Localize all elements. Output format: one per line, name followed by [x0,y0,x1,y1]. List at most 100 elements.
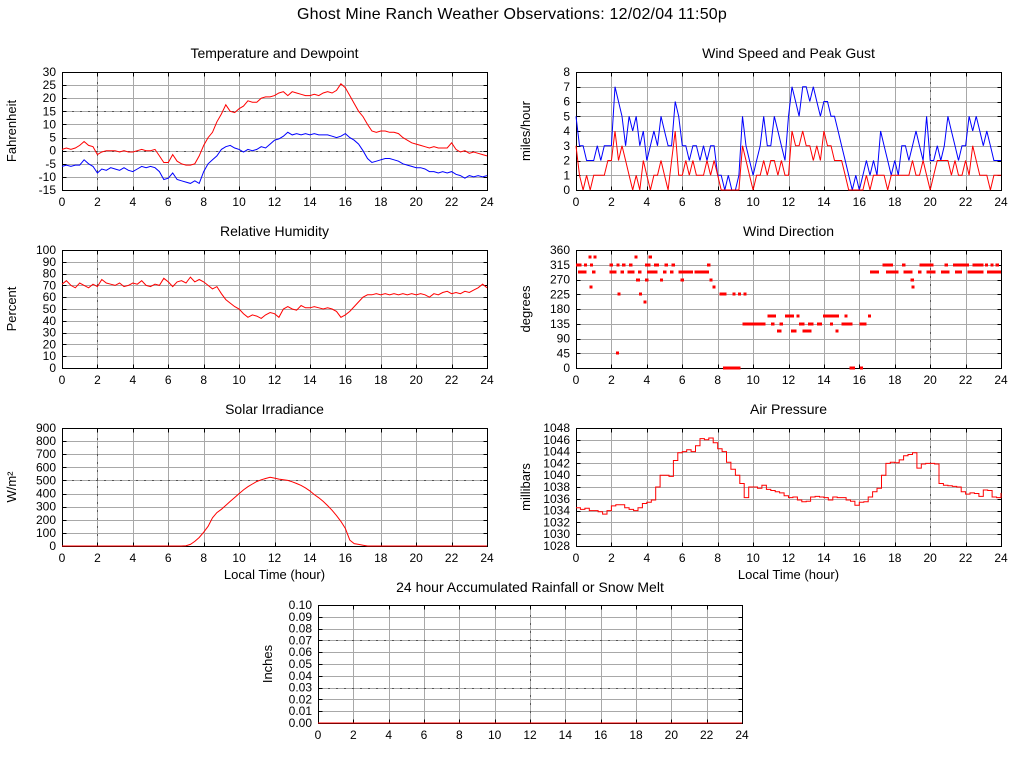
x-tick-label: 2 [608,195,615,209]
series-line-relative-humidity [61,276,488,319]
y-tick-label: 1042 [543,456,570,470]
chart-title: Wind Speed and Peak Gust [702,45,875,61]
y-tick-label: 3 [563,139,570,153]
x-tick-label: 12 [268,551,282,565]
x-tick-label: 16 [853,195,867,209]
x-tick-label: 6 [165,373,172,387]
x-tick-label: 18 [888,373,902,387]
x-tick-label: 14 [817,551,831,565]
x-tick-label: 16 [594,728,608,742]
y-tick-label: 45 [557,346,571,360]
x-tick-label: 2 [608,551,615,565]
y-tick-label: 0.04 [289,669,313,683]
y-tick-label: 135 [550,317,570,331]
x-tick-label: 0 [573,551,580,565]
y-tick-label: -15 [39,183,57,197]
x-tick-label: 24 [994,373,1008,387]
y-tick-label: 6 [563,95,570,109]
series-line-wind-speed [575,130,1001,191]
y-tick-label: 60 [43,290,57,304]
y-tick-label: 8 [563,65,570,79]
x-tick-label: 4 [643,195,650,209]
x-tick-label: 6 [679,551,686,565]
y-tick-label: 0.07 [289,633,313,647]
y-tick-label: 1046 [543,433,570,447]
x-tick-label: 14 [817,373,831,387]
x-tick-label: 2 [608,373,615,387]
x-tick-label: 18 [888,195,902,209]
y-tick-label: 0.00 [289,716,313,730]
x-tick-label: 10 [746,551,760,565]
x-tick-label: 10 [488,728,502,742]
chart-svg-pressure: 0 2 4 6 8 10 12 14 16 18 20 22 241028103010321034103… [518,401,1008,582]
y-tick-label: 20 [43,337,57,351]
y-tick-label: 500 [36,473,56,487]
chart-title: Wind Direction [743,223,834,239]
x-tick-label: 10 [232,373,246,387]
chart-svg-humidity: 0 2 4 6 8 10 12 14 16 18 20 22 240102030405060708090… [4,223,494,387]
x-axis-label: Local Time (hour) [224,567,325,582]
chart-relative-humidity: 0 2 4 6 8 10 12 14 16 18 20 22 24 0 10 20 30 40 50 60 70 80 90… [0,218,510,388]
y-tick-label: 360 [550,243,570,257]
x-tick-label: 20 [409,195,423,209]
x-tick-label: 14 [303,551,317,565]
y-tick-label: 5 [563,109,570,123]
y-tick-label: 30 [43,65,57,79]
x-tick-label: 2 [94,373,101,387]
x-tick-label: 4 [643,373,650,387]
y-tick-label: 700 [36,447,56,461]
x-tick-label: 22 [445,195,459,209]
x-tick-label: 12 [523,728,537,742]
y-tick-label: 25 [43,78,57,92]
x-tick-label: 24 [480,373,494,387]
y-tick-label: 200 [36,513,56,527]
y-tick-label: 270 [550,273,570,287]
x-tick-label: 4 [385,728,392,742]
y-axis-label: W/m² [4,471,19,503]
x-tick-label: 6 [421,728,428,742]
y-tick-label: 0 [563,361,570,375]
y-tick-label: 315 [550,258,570,272]
chart-title: Relative Humidity [220,223,329,239]
x-tick-label: 2 [94,551,101,565]
x-tick-label: 16 [339,373,353,387]
x-tick-label: 22 [959,373,973,387]
x-tick-label: 22 [700,728,714,742]
x-tick-label: 18 [888,551,902,565]
chart-svg-rainfall: 0 2 4 6 8 10 12 14 16 18 20 22 240.000.010.020.030.0… [260,579,749,742]
y-tick-label: 5 [49,131,56,145]
x-tick-label: 4 [129,373,136,387]
y-axis-label: millibars [518,463,533,511]
y-tick-label: 1036 [543,492,570,506]
y-tick-label: 0.10 [289,598,313,612]
x-tick-label: 18 [374,373,388,387]
page-title: Ghost Mine Ranch Weather Observations: 1… [296,6,727,23]
y-tick-label: 90 [43,255,57,269]
x-tick-label: 16 [339,195,353,209]
x-tick-label: 22 [445,373,459,387]
x-tick-label: 12 [268,195,282,209]
x-tick-label: 8 [200,373,207,387]
chart-solar-irradiance: 0 2 4 6 8 10 12 14 16 18 20 22 24 0 100 200 300 400 500 600… [0,396,510,584]
x-tick-label: 8 [714,373,721,387]
y-tick-label: 0.06 [289,645,313,659]
chart-title: Temperature and Dewpoint [190,45,358,61]
y-axis-label: degrees [518,285,533,332]
y-axis-label: Percent [4,286,19,331]
x-tick-label: 20 [665,728,679,742]
y-tick-label: 10 [43,117,57,131]
x-tick-label: 14 [559,728,573,742]
y-tick-label: 80 [43,267,57,281]
x-tick-label: 22 [959,195,973,209]
x-tick-label: 8 [714,551,721,565]
y-tick-label: 1038 [543,480,570,494]
y-tick-label: 15 [43,104,57,118]
x-tick-label: 0 [315,728,322,742]
chart-title: Solar Irradiance [225,401,324,417]
chart-title: Air Pressure [750,401,827,417]
y-tick-label: 1044 [543,445,570,459]
y-tick-label: 300 [36,500,56,514]
y-tick-label: 40 [43,314,57,328]
